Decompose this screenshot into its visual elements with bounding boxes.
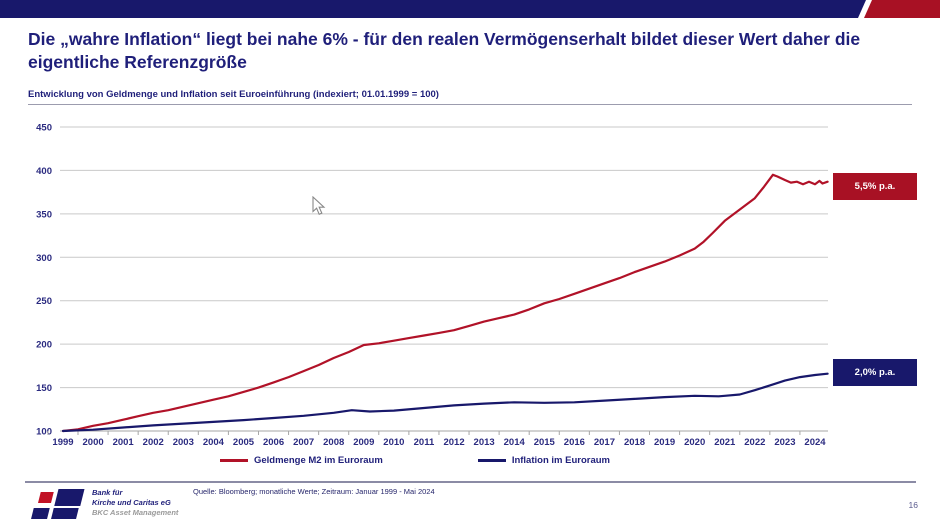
bkc-logo-icon xyxy=(31,489,85,519)
svg-text:2022: 2022 xyxy=(744,437,765,448)
svg-text:250: 250 xyxy=(36,296,52,307)
svg-text:2014: 2014 xyxy=(504,437,526,448)
svg-text:2006: 2006 xyxy=(263,437,284,448)
slide-title: Die „wahre Inflation“ liegt bei nahe 6% … xyxy=(28,29,861,72)
chart-subtitle: Entwicklung von Geldmenge und Inflation … xyxy=(28,89,912,105)
org-line-2: Kirche und Caritas eG xyxy=(92,497,171,507)
svg-text:2013: 2013 xyxy=(474,437,495,448)
annotation-badge-m2: 5,5% p.a. xyxy=(833,173,917,200)
svg-text:2021: 2021 xyxy=(714,437,736,448)
svg-text:2016: 2016 xyxy=(564,437,585,448)
svg-text:2018: 2018 xyxy=(624,437,645,448)
line-chart: 100 150 200 250 300 350 400 450 1999 2000 2001 2002… xyxy=(36,123,829,448)
legend-line-sample-red xyxy=(220,459,248,462)
legend-label-m2: Geldmenge M2 im Euroraum xyxy=(254,455,383,466)
svg-text:2020: 2020 xyxy=(684,437,705,448)
svg-text:2019: 2019 xyxy=(654,437,675,448)
org-line-1: Bank für xyxy=(92,488,123,497)
svg-text:2009: 2009 xyxy=(353,437,374,448)
svg-text:150: 150 xyxy=(36,383,52,394)
legend-line-sample-navy xyxy=(477,459,506,462)
svg-text:2003: 2003 xyxy=(173,437,194,448)
mouse-cursor-icon xyxy=(312,196,326,216)
top-banner xyxy=(0,0,940,18)
legend-label-inflation: Inflation im Euroraum xyxy=(511,455,610,466)
svg-text:2017: 2017 xyxy=(594,437,615,448)
source-note: Quelle: Bloomberg; monatliche Werte; Zei… xyxy=(193,487,435,496)
svg-text:2001: 2001 xyxy=(113,437,135,448)
svg-text:2024: 2024 xyxy=(804,437,826,448)
svg-text:350: 350 xyxy=(36,209,52,220)
legend-item-m2: Geldmenge M2 im Euroraum xyxy=(220,455,383,466)
org-name: Bank für Kirche und Caritas eG BKC Asset… xyxy=(92,488,178,517)
svg-text:450: 450 xyxy=(36,123,52,134)
svg-text:2007: 2007 xyxy=(293,437,314,448)
svg-text:100: 100 xyxy=(36,427,52,438)
svg-text:200: 200 xyxy=(36,340,52,351)
page-number: 16 xyxy=(908,500,918,510)
svg-text:2008: 2008 xyxy=(323,437,344,448)
legend-item-inflation: Inflation im Euroraum xyxy=(477,455,610,466)
svg-text:2004: 2004 xyxy=(203,437,225,448)
banner-navy-bar xyxy=(0,0,866,18)
svg-text:2023: 2023 xyxy=(774,437,795,448)
svg-text:300: 300 xyxy=(36,253,52,264)
annotation-badge-inflation: 2,0% p.a. xyxy=(833,359,917,386)
svg-text:1999: 1999 xyxy=(52,437,73,448)
svg-text:2011: 2011 xyxy=(414,437,435,448)
banner-red-bar xyxy=(864,0,940,18)
chart-legend: Geldmenge M2 im Euroraum Inflation im Eu… xyxy=(0,455,830,466)
org-line-3: BKC Asset Management xyxy=(92,507,179,517)
footer-divider xyxy=(25,481,916,483)
svg-text:400: 400 xyxy=(36,166,52,177)
svg-text:2000: 2000 xyxy=(83,437,104,448)
svg-text:2012: 2012 xyxy=(443,437,464,448)
svg-text:2010: 2010 xyxy=(383,437,404,448)
svg-text:2005: 2005 xyxy=(233,437,255,448)
svg-text:2015: 2015 xyxy=(534,437,556,448)
svg-text:2002: 2002 xyxy=(143,437,164,448)
